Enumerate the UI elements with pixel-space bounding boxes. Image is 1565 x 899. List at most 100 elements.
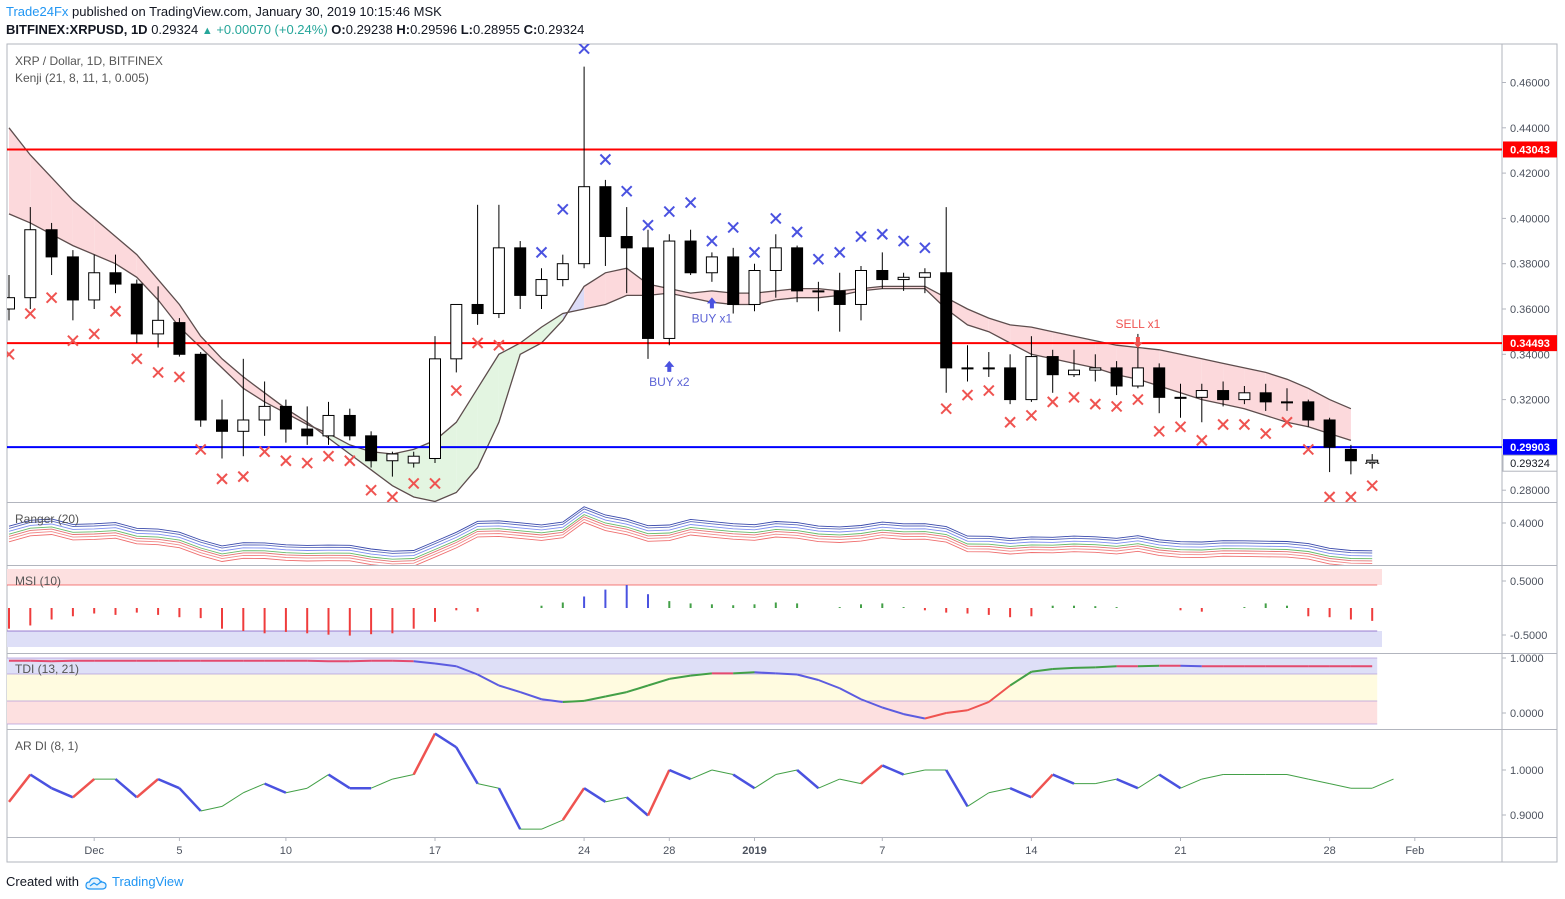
candle-body <box>152 319 165 335</box>
buy-x-marker-stroke <box>748 246 761 259</box>
sell-x-marker <box>1238 418 1251 431</box>
buy-x-marker <box>812 253 825 265</box>
sell-x-marker <box>24 307 37 320</box>
buy-x-marker <box>791 226 803 238</box>
sell-x-marker-stroke <box>1046 396 1059 408</box>
sell-x-marker-stroke <box>1302 443 1315 456</box>
sell-x-marker <box>1366 479 1378 492</box>
sell-x-marker-stroke <box>1259 427 1272 440</box>
sell-x-marker-stroke <box>24 307 37 320</box>
buy-x-marker <box>663 205 676 218</box>
tdi-line-segment <box>626 684 649 694</box>
sell-x-marker <box>386 491 399 502</box>
ardi-line-segment <box>8 773 32 803</box>
buy-x-marker-stroke <box>684 196 697 209</box>
last-price: 0.29324 <box>151 22 199 37</box>
sell-x-marker <box>493 339 505 351</box>
tradingview-link[interactable]: TradingView <box>112 874 184 889</box>
candle-body <box>7 297 15 310</box>
buy-x-marker <box>599 153 612 166</box>
ardi-line-segment <box>754 774 777 789</box>
lower-band-line <box>8 213 1352 455</box>
sell-x-marker <box>173 371 186 383</box>
tdi-line-segment <box>839 687 862 701</box>
ardi-line-segment <box>1329 783 1352 789</box>
ardi-line-segment <box>412 733 437 776</box>
ardi-line-segment <box>1201 774 1224 780</box>
tdi-line-segment <box>967 701 990 712</box>
cloud-segment <box>1244 367 1266 416</box>
cloud-segment <box>1010 324 1032 355</box>
sell-x-marker <box>45 291 58 304</box>
price-tick-label: 0.32000 <box>1510 395 1550 407</box>
tdi-tick-label: 1.0000 <box>1510 653 1544 665</box>
date-tick-label: 28 <box>1323 845 1335 857</box>
buy-signal-label: BUY x2 <box>649 375 690 389</box>
level-price-label: 0.34493 <box>1510 338 1550 350</box>
candle-body <box>279 405 292 430</box>
ardi-line-segment <box>625 796 649 817</box>
cloud-segment <box>690 290 712 303</box>
buy-x-marker-stroke <box>919 242 931 254</box>
candle-body <box>194 353 207 421</box>
ardi-line-segment <box>668 768 692 781</box>
candle-body <box>514 247 527 296</box>
published-text: published on TradingView.com, January 30… <box>72 4 442 19</box>
candle-body <box>1025 356 1038 401</box>
date-tick-label: 14 <box>1025 845 1037 857</box>
date-tick-label: 24 <box>578 845 590 857</box>
price-tick-label: 0.28000 <box>1510 485 1550 497</box>
tdi-line-segment <box>413 660 436 665</box>
candle-body <box>450 303 463 360</box>
cloud-segment <box>1074 336 1096 368</box>
ardi-line-segment <box>881 764 905 776</box>
candle-body <box>1344 448 1357 462</box>
symbol-label[interactable]: BITFINEX:XRPUSD, 1D <box>6 22 148 37</box>
sell-x-marker <box>365 484 377 496</box>
tdi-line-segment <box>434 662 457 668</box>
candle-body <box>642 247 654 339</box>
ardi-line-segment <box>285 787 308 794</box>
candle-body <box>918 272 931 278</box>
tdi-line-segment <box>519 691 542 701</box>
tdi-line-segment <box>946 709 968 714</box>
ardi-line-segment <box>477 783 500 789</box>
price-tick-label: 0.40000 <box>1510 213 1550 225</box>
sell-x-marker <box>1259 427 1272 440</box>
tdi-title: TDI (13, 21) <box>15 662 79 676</box>
sell-arrow-icon <box>1132 336 1143 348</box>
chart-frame <box>6 43 1558 863</box>
sell-x-marker-stroke <box>1281 416 1293 428</box>
candle-body <box>429 358 441 459</box>
sell-x-marker-stroke <box>109 305 122 317</box>
candle-body <box>705 256 718 274</box>
sell-x-marker <box>407 477 420 490</box>
sell-x-marker-stroke <box>1132 393 1144 406</box>
ardi-tick-label: 0.9000 <box>1510 810 1544 822</box>
buy-arrow-icon <box>706 297 717 309</box>
buy-x-marker-stroke <box>791 226 803 238</box>
tdi-line-segment <box>647 677 670 687</box>
ardi-line-segment <box>29 773 53 790</box>
ardi-line-segment <box>605 796 627 803</box>
price-tick-label: 0.36000 <box>1510 304 1550 316</box>
candle-body <box>88 272 101 301</box>
candle-body <box>1366 459 1379 463</box>
sell-x-marker <box>1153 425 1165 438</box>
buy-x-marker <box>876 228 889 240</box>
publisher-name[interactable]: Trade24Fx <box>6 4 69 19</box>
buy-x-marker-stroke <box>642 219 654 231</box>
sell-x-marker <box>67 335 79 347</box>
tdi-line-segment <box>307 659 329 663</box>
sell-x-marker <box>1046 396 1059 408</box>
candle-body <box>1259 392 1272 403</box>
cloud-segment <box>541 313 563 343</box>
tdi-line-segment <box>924 712 947 720</box>
ardi-line-segment <box>1308 778 1330 785</box>
ranger-line <box>8 518 1373 565</box>
cloud-segment <box>1223 363 1245 409</box>
candle-body <box>109 272 122 285</box>
ardi-line-segment <box>135 778 159 799</box>
tdi-line-segment <box>477 673 500 687</box>
